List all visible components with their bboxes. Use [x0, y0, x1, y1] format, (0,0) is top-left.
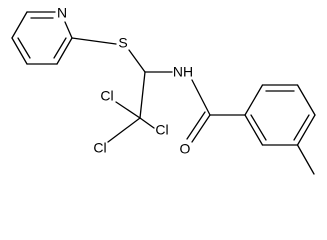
atom-label: Cl	[93, 140, 106, 156]
molecule: N S NH Cl Cl Cl O	[11, 5, 316, 175]
bonds	[11, 11, 316, 175]
atom-label: Cl	[100, 88, 113, 104]
atom-label: Cl	[155, 122, 168, 138]
atom-label: NH	[173, 64, 193, 80]
atom-label: O	[180, 141, 191, 157]
page: N S NH Cl Cl Cl O (() => { const data = …	[11, 4, 316, 175]
atom-label: S	[118, 35, 127, 51]
atom-label: N	[57, 5, 67, 21]
